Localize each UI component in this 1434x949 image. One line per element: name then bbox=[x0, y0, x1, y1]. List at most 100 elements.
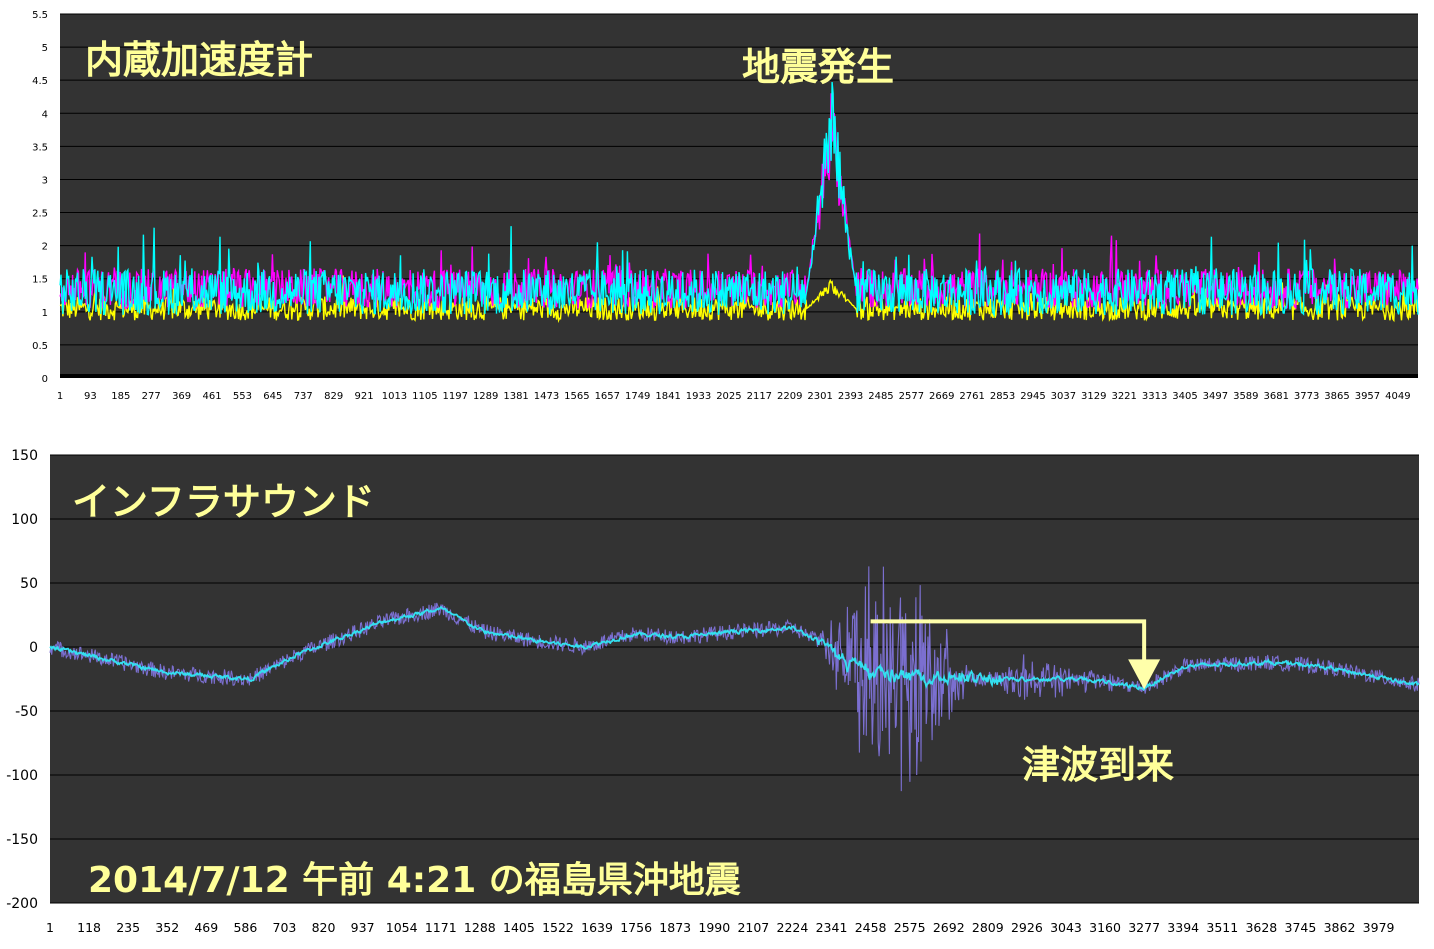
infrasound-y-tick: -200 bbox=[6, 896, 38, 912]
infrasound-raw-line bbox=[49, 566, 1420, 792]
accelerometer-x-tick: 3313 bbox=[1142, 391, 1167, 402]
accelerometer-x-tick: 2945 bbox=[1020, 391, 1045, 402]
accelerometer-x-tick: 921 bbox=[355, 391, 374, 402]
accelerometer-x-tick: 1013 bbox=[382, 391, 407, 402]
accelerometer-x-tick: 3681 bbox=[1263, 391, 1288, 402]
accelerometer-x-tick: 3865 bbox=[1324, 391, 1349, 402]
infrasound-x-tick: 1873 bbox=[659, 920, 691, 935]
accelerometer-x-tick: 3589 bbox=[1233, 391, 1258, 402]
infrasound-x-tick: 1054 bbox=[386, 920, 418, 935]
infrasound-x-tick: 820 bbox=[312, 920, 336, 935]
infrasound-x-tick: 1639 bbox=[581, 920, 613, 935]
accelerometer-y-tick: 4 bbox=[42, 109, 48, 120]
infrasound-y-tick: 100 bbox=[11, 512, 38, 528]
infrasound-x-tick: 3043 bbox=[1050, 920, 1082, 935]
accelerometer-x-tick: 2209 bbox=[777, 391, 802, 402]
infrasound-x-tick: 235 bbox=[116, 920, 140, 935]
infrasound-x-tick: 3979 bbox=[1363, 920, 1395, 935]
infrasound-x-tick: 1 bbox=[46, 920, 54, 935]
infrasound-x-tick: 2458 bbox=[855, 920, 887, 935]
infrasound-title: インフラサウンド bbox=[72, 480, 375, 524]
accelerometer-x-tick: 3773 bbox=[1294, 391, 1319, 402]
accelerometer-y-tick: 5 bbox=[42, 43, 48, 54]
accelerometer-x-tick: 93 bbox=[84, 391, 97, 402]
earthquake-onset-label: 地震発生 bbox=[742, 45, 894, 89]
accelerometer-x-tick: 3129 bbox=[1081, 391, 1106, 402]
accelerometer-x-tick: 645 bbox=[263, 391, 282, 402]
infrasound-x-tick: 3745 bbox=[1285, 920, 1317, 935]
infrasound-chart: -200 -150 -100 -50 0 50 100 150 1 118 235 352 469 58… bbox=[6, 448, 1420, 935]
accelerometer-y-tick: 5.5 bbox=[32, 10, 48, 21]
accelerometer-x-tick: 2393 bbox=[838, 391, 863, 402]
accelerometer-x-tick: 1 bbox=[57, 391, 63, 402]
accelerometer-x-tick: 1381 bbox=[503, 391, 528, 402]
accelerometer-x-tick: 3405 bbox=[1172, 391, 1197, 402]
accelerometer-x-tick: 2853 bbox=[990, 391, 1015, 402]
infrasound-x-tick: 1288 bbox=[464, 920, 496, 935]
accelerometer-x-tick: 277 bbox=[142, 391, 161, 402]
infrasound-x-tick: 469 bbox=[194, 920, 218, 935]
accelerometer-x-tick: 1841 bbox=[655, 391, 680, 402]
accelerometer-y-tick: 1 bbox=[42, 308, 48, 319]
accelerometer-y-tick: 3.5 bbox=[32, 142, 48, 153]
infrasound-x-tick: 1990 bbox=[698, 920, 730, 935]
infrasound-x-tick: 2341 bbox=[816, 920, 848, 935]
accelerometer-x-tick: 1933 bbox=[686, 391, 711, 402]
accelerometer-x-tick: 1473 bbox=[534, 391, 559, 402]
accelerometer-x-tick: 2117 bbox=[747, 391, 772, 402]
infrasound-x-tick: 1756 bbox=[620, 920, 652, 935]
accelerometer-y-tick: 0.5 bbox=[32, 341, 48, 352]
infrasound-x-tick: 586 bbox=[233, 920, 257, 935]
infrasound-x-tick: 3628 bbox=[1245, 920, 1277, 935]
accelerometer-x-tick: 3221 bbox=[1111, 391, 1136, 402]
accelerometer-x-tick: 1197 bbox=[443, 391, 468, 402]
infrasound-x-tick: 2224 bbox=[777, 920, 809, 935]
infrasound-x-tick: 352 bbox=[155, 920, 179, 935]
infrasound-x-tick: 3277 bbox=[1128, 920, 1160, 935]
infrasound-y-tick: 50 bbox=[20, 576, 38, 592]
infrasound-y-tick: -100 bbox=[6, 768, 38, 784]
accelerometer-x-tick: 2301 bbox=[807, 391, 832, 402]
infrasound-y-tick: -50 bbox=[15, 704, 38, 720]
accelerometer-chart: 0 0.5 1 1.5 2 2.5 3 3.5 4 4.5 5 5.5 1 93 185 277 369 461… bbox=[32, 10, 1419, 402]
accelerometer-x-tick: 3037 bbox=[1051, 391, 1076, 402]
infrasound-x-tick: 1522 bbox=[542, 920, 574, 935]
infrasound-x-tick: 3160 bbox=[1089, 920, 1121, 935]
accelerometer-x-tick: 461 bbox=[202, 391, 221, 402]
event-caption: 2014/7/12 午前 4:21 の福島県沖地震 bbox=[88, 860, 741, 901]
accelerometer-x-tick: 1657 bbox=[595, 391, 620, 402]
infrasound-x-tick: 2692 bbox=[933, 920, 965, 935]
accelerometer-x-tick: 2577 bbox=[899, 391, 924, 402]
infrasound-x-tick: 3862 bbox=[1324, 920, 1356, 935]
infrasound-x-tick: 3394 bbox=[1167, 920, 1199, 935]
tsunami-arrival-label: 津波到来 bbox=[1022, 743, 1174, 787]
infrasound-y-tick: 0 bbox=[29, 640, 38, 656]
accelerometer-y-tick: 2 bbox=[42, 242, 48, 253]
accelerometer-y-tick: 2.5 bbox=[32, 209, 48, 220]
accelerometer-x-tick: 1105 bbox=[412, 391, 437, 402]
tsunami-arrow-line bbox=[870, 619, 1147, 664]
accelerometer-x-tick: 829 bbox=[324, 391, 343, 402]
accelerometer-x-tick: 1565 bbox=[564, 391, 589, 402]
accelerometer-x-tick: 4049 bbox=[1385, 391, 1410, 402]
accelerometer-y-tick: 1.5 bbox=[32, 275, 48, 286]
accelerometer-x-tick: 2669 bbox=[929, 391, 954, 402]
accelerometer-x-tick: 1289 bbox=[473, 391, 498, 402]
infrasound-y-tick: 150 bbox=[11, 448, 38, 464]
infrasound-x-tick: 2107 bbox=[737, 920, 769, 935]
accelerometer-series-line bbox=[59, 275, 1419, 324]
infrasound-x-tick: 2809 bbox=[972, 920, 1004, 935]
infrasound-x-tick: 703 bbox=[273, 920, 297, 935]
infrasound-x-tick: 937 bbox=[351, 920, 375, 935]
accelerometer-x-tick: 737 bbox=[294, 391, 313, 402]
accelerometer-x-tick: 3497 bbox=[1203, 391, 1228, 402]
infrasound-x-tick: 1171 bbox=[425, 920, 457, 935]
accelerometer-y-tick: 4.5 bbox=[32, 76, 48, 87]
infrasound-x-tick: 118 bbox=[77, 920, 101, 935]
infrasound-plot-area bbox=[50, 455, 1419, 903]
accelerometer-x-tick: 1749 bbox=[625, 391, 650, 402]
accelerometer-y-tick: 3 bbox=[42, 175, 48, 186]
accelerometer-x-tick: 2485 bbox=[868, 391, 893, 402]
